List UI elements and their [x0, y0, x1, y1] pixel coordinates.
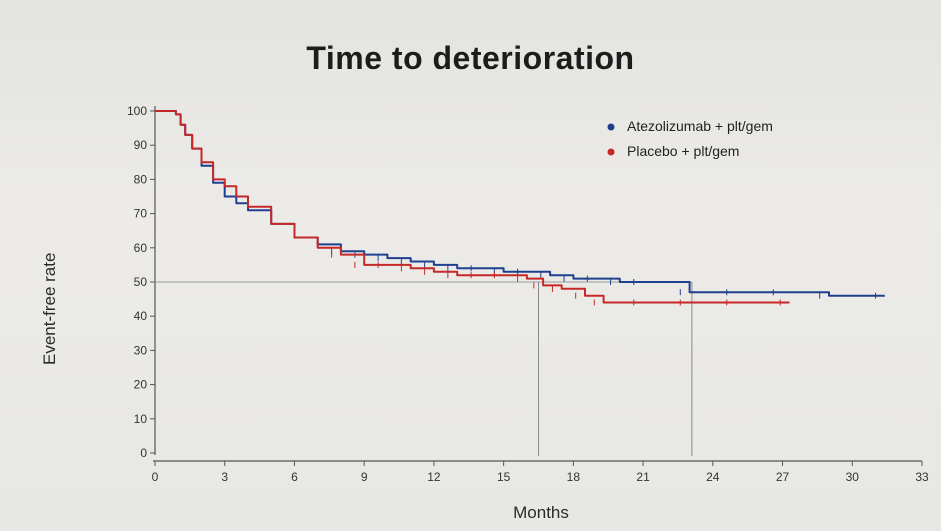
legend-label: Placebo + plt/gem	[627, 143, 739, 159]
y-tick-label: 50	[134, 275, 148, 289]
x-tick-label: 15	[497, 470, 511, 484]
x-tick-label: 30	[846, 470, 860, 484]
x-tick-label: 6	[291, 470, 298, 484]
series-line-atezolizumab	[155, 110, 885, 297]
reference-lines	[155, 281, 693, 456]
curves	[155, 110, 885, 306]
y-tick-label: 80	[134, 172, 148, 186]
x-tick-label: 21	[636, 470, 650, 484]
x-tick-label: 27	[776, 470, 790, 484]
x-tick-label: 9	[361, 470, 368, 484]
y-tick-label: 0	[140, 446, 147, 460]
y-tick-label: 70	[134, 207, 148, 221]
x-tick-label: 0	[152, 470, 159, 484]
y-tick-label: 90	[134, 138, 148, 152]
legend-marker	[607, 148, 615, 156]
y-tick-label: 30	[134, 343, 148, 357]
chart-title: Time to deterioration	[306, 40, 635, 76]
y-tick-label: 10	[134, 412, 148, 426]
x-tick-label: 12	[427, 470, 441, 484]
y-tick-label: 60	[134, 241, 148, 255]
y-tick-label: 40	[134, 309, 148, 323]
x-axis-label: Months	[513, 503, 569, 522]
x-tick-label: 3	[221, 470, 228, 484]
x-tick-label: 24	[706, 470, 720, 484]
x-tick-label: 33	[915, 470, 929, 484]
series-line-placebo	[155, 110, 790, 304]
y-tick-label: 100	[127, 104, 147, 118]
axes: 0 10 20 30 40 50 60 70 80 90 100 0 3 6 9 12 15 18 21 24 27 30…	[127, 104, 929, 484]
y-tick-label: 20	[134, 378, 148, 392]
legend-marker	[607, 123, 615, 131]
legend: Atezolizumab + plt/gem Placebo + plt/gem	[607, 118, 773, 159]
legend-label: Atezolizumab + plt/gem	[627, 118, 773, 134]
x-tick-label: 18	[567, 470, 581, 484]
